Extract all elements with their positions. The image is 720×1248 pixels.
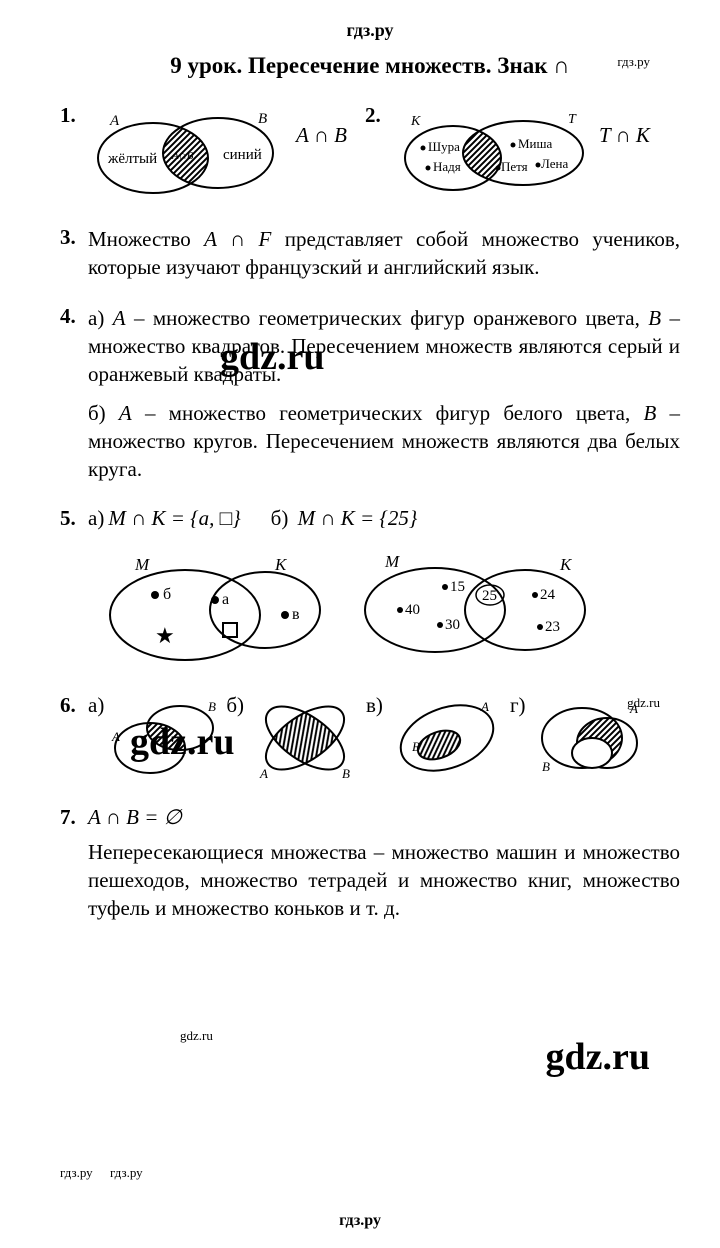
row-q1-q2: 1. A B жёлтый синий A∩B: [60, 103, 680, 203]
q3-text: Множество A ∩ F представляет собой множе…: [88, 225, 680, 282]
q5a-f: M ∩ K = {a, □}: [108, 506, 240, 531]
q5a-lab: а): [88, 506, 104, 531]
svg-text:23: 23: [545, 619, 560, 635]
q1-answer: A ∩ B: [296, 123, 347, 148]
lesson-title: 9 урок. Пересечение множеств. Знак ∩: [60, 53, 680, 79]
q3-a: Множество: [88, 227, 204, 251]
svg-text:M: M: [384, 552, 400, 571]
q6c-lab: в): [366, 693, 383, 718]
q6g-lab: г): [510, 693, 526, 718]
svg-text:40: 40: [405, 602, 420, 618]
svg-text:M: M: [134, 555, 150, 574]
q6-g: г) A B: [510, 693, 647, 783]
q4a-lab: а): [88, 306, 113, 330]
q2-t: Т: [568, 112, 577, 127]
q5-num: 5.: [60, 506, 88, 531]
q6-num: 6.: [60, 693, 88, 718]
site-header: гдз.ру: [60, 20, 680, 41]
q1-yellow: жёлтый: [107, 151, 157, 167]
svg-text:15: 15: [450, 579, 465, 595]
q2-k: К: [410, 114, 421, 129]
q6-diagrams: а) A B б) A B: [88, 693, 647, 783]
svg-text:A: A: [629, 701, 638, 716]
row-q7: 7. A ∩ B = ∅ Непересекающиеся множества …: [60, 805, 680, 923]
q7-text: Непересекающиеся множества – множество м…: [88, 838, 680, 923]
row-q3: 3. Множество A ∩ F представляет собой мн…: [60, 225, 680, 282]
q3-num: 3.: [60, 225, 88, 250]
q4-body: а) A – множество геометрических фигур ор…: [88, 304, 680, 484]
q1-label-a: A: [109, 113, 120, 129]
svg-text:K: K: [274, 555, 288, 574]
q6-c: в) A B: [366, 693, 504, 783]
row-q5: 5. а) M ∩ K = {a, □} б) M ∩ K = {25}: [60, 506, 680, 535]
svg-text:25: 25: [482, 588, 497, 604]
q4b3: B: [643, 401, 656, 425]
svg-text:Миша: Миша: [518, 136, 553, 151]
q2-num: 2.: [365, 103, 393, 128]
q4-a: а) A – множество геометрических фигур ор…: [88, 304, 680, 389]
q7-formula: A ∩ B = ∅: [88, 805, 182, 830]
q5-diag-a: M K б а в ★: [100, 545, 340, 665]
wm-s2: gdz.ru: [180, 1028, 213, 1044]
q6-a: а) A B: [88, 693, 220, 783]
q1-inter: A∩B: [171, 150, 194, 162]
svg-text:Надя: Надя: [433, 159, 461, 174]
wm-s4: гдз.ру: [60, 1165, 93, 1181]
wm-s5: гдз.ру: [110, 1165, 143, 1181]
svg-text:B: B: [342, 766, 350, 781]
svg-text:30: 30: [445, 617, 460, 633]
q7-num: 7.: [60, 805, 88, 830]
q4a2: – множество геометрических фигур оранжев…: [126, 306, 649, 330]
q4b-lab: б): [88, 401, 119, 425]
wm-big-3: gdz.ru: [546, 1035, 651, 1079]
row-q4: 4. а) A – множество геометрических фигур…: [60, 304, 680, 484]
q1-diagram: A B жёлтый синий A∩B: [88, 103, 288, 203]
svg-text:A: A: [259, 766, 268, 781]
q5-formulas: 5. а) M ∩ K = {a, □} б) M ∩ K = {25}: [60, 506, 417, 531]
svg-text:K: K: [559, 555, 573, 574]
svg-text:Шура: Шура: [428, 139, 460, 154]
q4a3: B: [648, 306, 661, 330]
svg-text:B: B: [542, 759, 550, 774]
row-q6: 6. а) A B б): [60, 693, 680, 783]
q4a1: A: [113, 306, 126, 330]
svg-text:в: в: [292, 606, 300, 623]
title-symbol: ∩: [553, 53, 570, 78]
q6a-lab: а): [88, 693, 104, 718]
svg-text:б: б: [163, 586, 171, 603]
q5-diag-b: M K 15 40 30 25 24 23: [350, 545, 600, 665]
svg-text:A: A: [111, 729, 120, 744]
q1-num: 1.: [60, 103, 88, 128]
q5b-lab: б): [271, 506, 294, 530]
q6b-lab: б): [226, 693, 244, 718]
q4-b: б) A – множество геометрических фигур бе…: [88, 399, 680, 484]
page: гдз.ру 9 урок. Пересечение множеств. Зна…: [0, 0, 720, 1248]
q4-num: 4.: [60, 304, 88, 329]
svg-text:а: а: [222, 591, 229, 608]
q4b1: A: [119, 401, 132, 425]
q6-b: б) A B: [226, 693, 360, 783]
q5b-f: M ∩ K = {25}: [298, 506, 418, 530]
svg-text:A: A: [480, 699, 489, 714]
svg-text:Лена: Лена: [541, 156, 568, 171]
q5-diagrams: M K б а в ★ M K 15 40 30 25 24 23: [100, 545, 680, 665]
svg-text:B: B: [208, 699, 216, 714]
q1-blue: синий: [223, 147, 262, 163]
title-prefix: 9 урок. Пересечение множеств. Знак: [170, 53, 547, 78]
q1-label-b: B: [258, 111, 267, 127]
q4b2: – множество геометрических фигур белого …: [132, 401, 644, 425]
svg-text:B: B: [412, 739, 420, 754]
q3-b: A ∩ F: [204, 227, 271, 251]
q2-diagram: К Т Шура Надя Петя Миша Лена: [393, 103, 593, 203]
wm-footer: гдз.ру: [339, 1212, 381, 1230]
svg-text:★: ★: [155, 623, 175, 648]
svg-text:24: 24: [540, 587, 556, 603]
q2-answer: T ∩ K: [599, 123, 650, 148]
svg-text:Петя: Петя: [501, 159, 528, 174]
